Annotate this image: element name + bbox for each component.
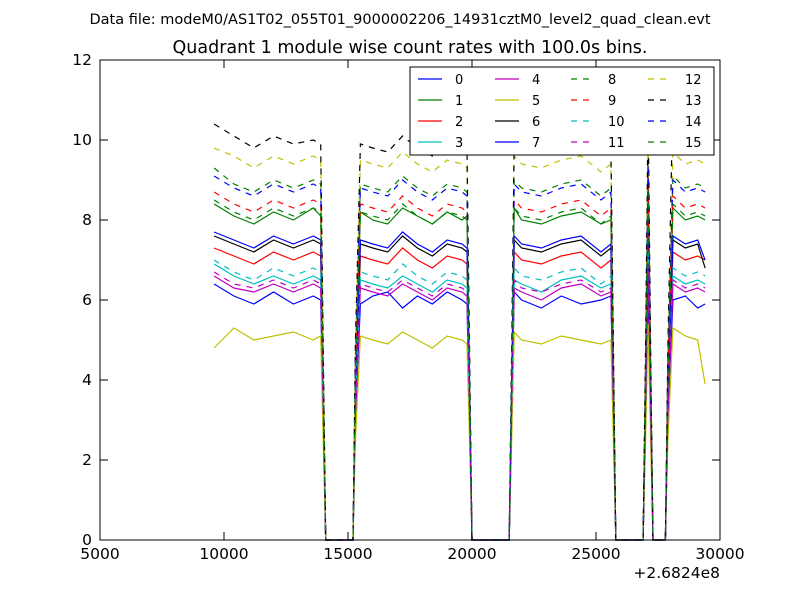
legend-label-6: 6 <box>532 115 540 130</box>
legend-box <box>409 66 715 156</box>
x-tick-label: 10000 <box>199 545 248 563</box>
legend-label-11: 11 <box>608 136 625 151</box>
legend-label-13: 13 <box>685 94 702 109</box>
legend-label-15: 15 <box>685 136 702 151</box>
x-tick-label: 15000 <box>323 545 372 563</box>
x-axis-offset-label: +2.6824e8 <box>633 564 720 582</box>
x-tick-label: 30000 <box>695 545 744 563</box>
legend-label-9: 9 <box>608 94 616 109</box>
y-tick-label: 12 <box>72 51 92 69</box>
y-tick-label: 10 <box>72 131 92 149</box>
legend-label-4: 4 <box>532 73 540 88</box>
legend-label-1: 1 <box>455 94 463 109</box>
legend-label-12: 12 <box>685 73 702 88</box>
x-tick-label: 25000 <box>571 545 620 563</box>
y-tick-label: 0 <box>82 531 92 549</box>
legend-label-8: 8 <box>608 73 616 88</box>
y-tick-label: 8 <box>82 211 92 229</box>
figure-suptitle: Data file: modeM0/AS1T02_055T01_90000022… <box>89 12 710 28</box>
x-tick-label: 5000 <box>80 545 119 563</box>
y-tick-label: 4 <box>82 371 92 389</box>
legend-label-3: 3 <box>455 136 463 151</box>
legend-label-10: 10 <box>608 115 625 130</box>
legend-label-5: 5 <box>532 94 540 109</box>
chart-title: Quadrant 1 module wise count rates with … <box>173 38 648 58</box>
legend-label-7: 7 <box>532 136 540 151</box>
legend-label-2: 2 <box>455 115 463 130</box>
legend-label-0: 0 <box>455 73 463 88</box>
x-tick-label: 20000 <box>447 545 496 563</box>
legend-label-14: 14 <box>685 115 702 130</box>
y-tick-label: 6 <box>82 291 92 309</box>
y-tick-label: 2 <box>82 451 92 469</box>
